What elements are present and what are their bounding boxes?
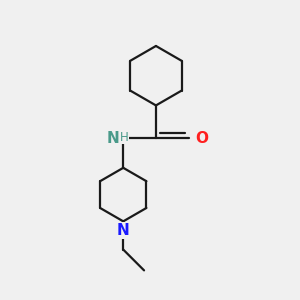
Text: N: N: [107, 130, 120, 146]
Text: N: N: [117, 223, 130, 238]
Text: H: H: [120, 131, 128, 144]
Text: O: O: [195, 130, 208, 146]
